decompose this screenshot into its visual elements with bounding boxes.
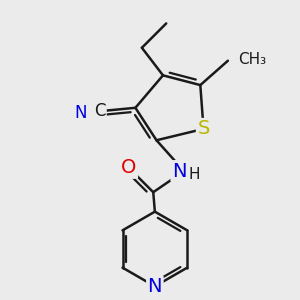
Text: H: H — [188, 167, 200, 182]
Text: N: N — [172, 162, 187, 181]
Text: C: C — [94, 102, 105, 120]
Text: N: N — [74, 104, 86, 122]
Text: N: N — [148, 277, 162, 296]
Text: S: S — [197, 119, 210, 138]
Text: CH₃: CH₃ — [238, 52, 266, 67]
Text: O: O — [121, 158, 136, 177]
